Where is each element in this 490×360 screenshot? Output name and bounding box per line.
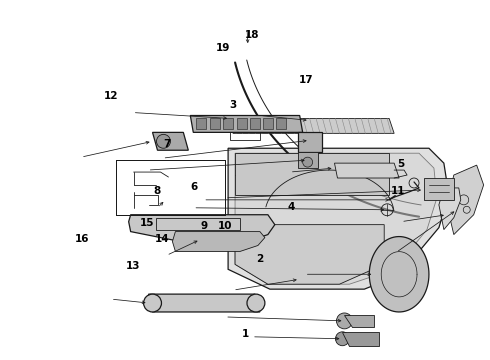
Polygon shape <box>228 148 449 289</box>
Circle shape <box>336 332 349 346</box>
Polygon shape <box>228 118 394 133</box>
Polygon shape <box>235 153 389 195</box>
Polygon shape <box>439 188 461 230</box>
Polygon shape <box>424 178 454 200</box>
Polygon shape <box>235 225 384 284</box>
Polygon shape <box>298 132 321 152</box>
Polygon shape <box>190 116 303 132</box>
Text: 15: 15 <box>140 218 155 228</box>
Polygon shape <box>148 294 260 312</box>
Text: 3: 3 <box>229 100 237 110</box>
Bar <box>223 118 233 129</box>
Text: 9: 9 <box>200 221 207 231</box>
Text: 7: 7 <box>163 139 171 149</box>
Bar <box>210 118 220 129</box>
Text: 11: 11 <box>391 186 406 196</box>
Polygon shape <box>172 231 265 251</box>
Polygon shape <box>235 153 437 284</box>
Polygon shape <box>129 215 275 242</box>
Circle shape <box>247 294 265 312</box>
Polygon shape <box>344 315 374 327</box>
Text: 10: 10 <box>218 221 233 231</box>
Polygon shape <box>343 332 379 346</box>
Text: 2: 2 <box>256 253 263 264</box>
Text: 13: 13 <box>126 261 140 271</box>
Circle shape <box>303 157 313 167</box>
Polygon shape <box>369 237 429 312</box>
Polygon shape <box>298 152 318 168</box>
Text: 18: 18 <box>245 30 260 40</box>
Bar <box>250 118 260 129</box>
Circle shape <box>144 294 162 312</box>
Bar <box>263 118 273 129</box>
Text: 17: 17 <box>298 75 313 85</box>
Bar <box>237 118 247 129</box>
Polygon shape <box>335 163 399 178</box>
Bar <box>276 118 286 129</box>
Text: 1: 1 <box>242 329 248 339</box>
Circle shape <box>337 313 352 329</box>
Text: 14: 14 <box>155 234 170 244</box>
Bar <box>196 118 206 129</box>
Polygon shape <box>447 165 484 235</box>
Text: 4: 4 <box>288 202 295 212</box>
Text: 12: 12 <box>104 91 118 101</box>
Circle shape <box>156 134 171 148</box>
Text: 6: 6 <box>190 182 197 192</box>
Text: 16: 16 <box>74 234 89 244</box>
Text: 19: 19 <box>216 43 230 53</box>
Polygon shape <box>152 132 188 150</box>
Text: 8: 8 <box>154 186 161 196</box>
Text: 5: 5 <box>397 159 405 169</box>
